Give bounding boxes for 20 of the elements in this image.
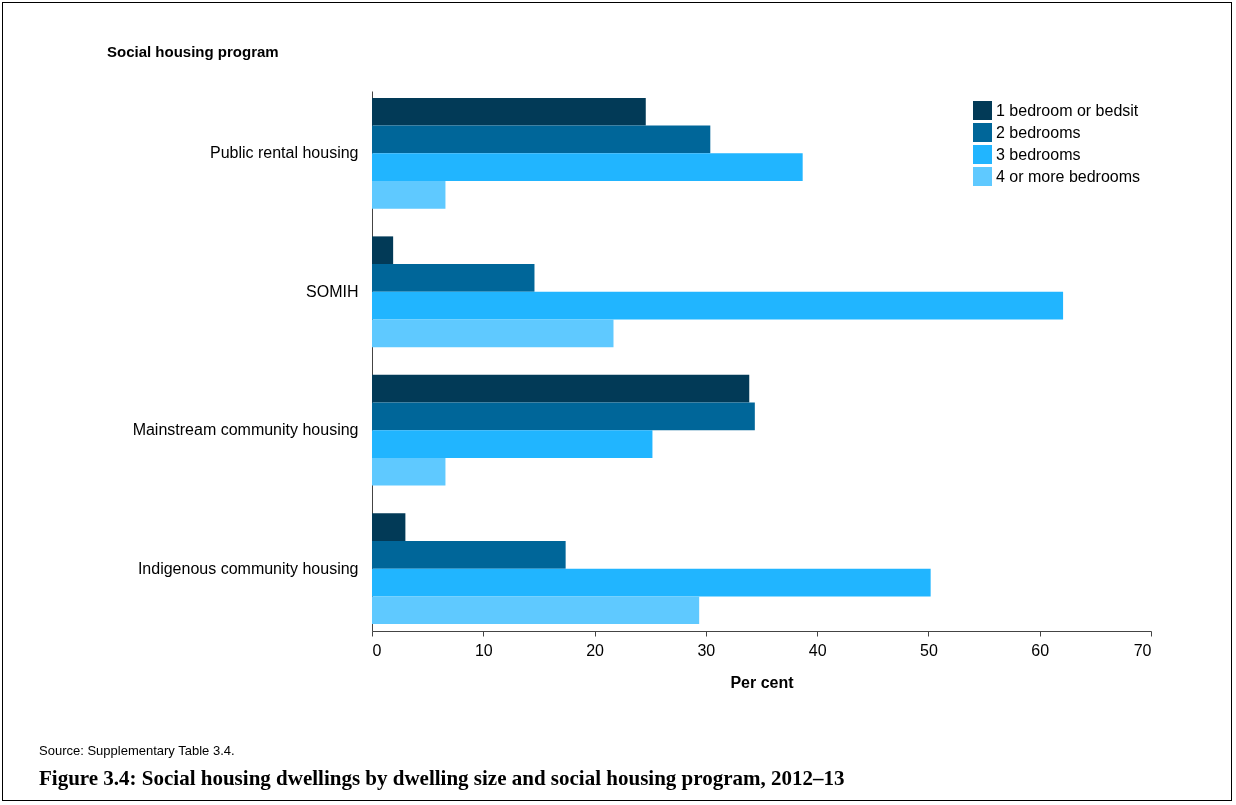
x-tick-label: 0 (372, 641, 382, 659)
x-tick-label: 10 (474, 641, 493, 659)
x-tick-label: 70 (1133, 641, 1152, 659)
y-axis-title: Social housing program (107, 43, 279, 60)
x-tick-label: 50 (920, 641, 938, 659)
y-tick-label: Mainstream community housing (132, 421, 359, 439)
legend-label: 3 bedrooms (996, 145, 1081, 163)
x-tick-label: 40 (808, 641, 827, 659)
y-tick-label: Public rental housing (209, 144, 359, 162)
legend-label: 1 bedroom or bedsit (996, 101, 1139, 119)
x-tick-label: 30 (697, 641, 716, 659)
source-note: Source: Supplementary Table 3.4. (39, 743, 235, 758)
x-axis-title: Per cent (730, 673, 795, 691)
legend-label: 2 bedrooms (996, 123, 1081, 141)
x-tick-label: 60 (1031, 641, 1050, 659)
y-tick-label: Indigenous community housing (137, 559, 359, 577)
text: Figure 3.4: Social housing dwellings by dwelling size and social housing program, 2012–13 (39, 766, 845, 791)
x-tick-label: 20 (586, 641, 605, 659)
legend-label: 4 or more bedrooms (996, 167, 1141, 185)
y-tick-label: SOMIH (306, 282, 359, 300)
